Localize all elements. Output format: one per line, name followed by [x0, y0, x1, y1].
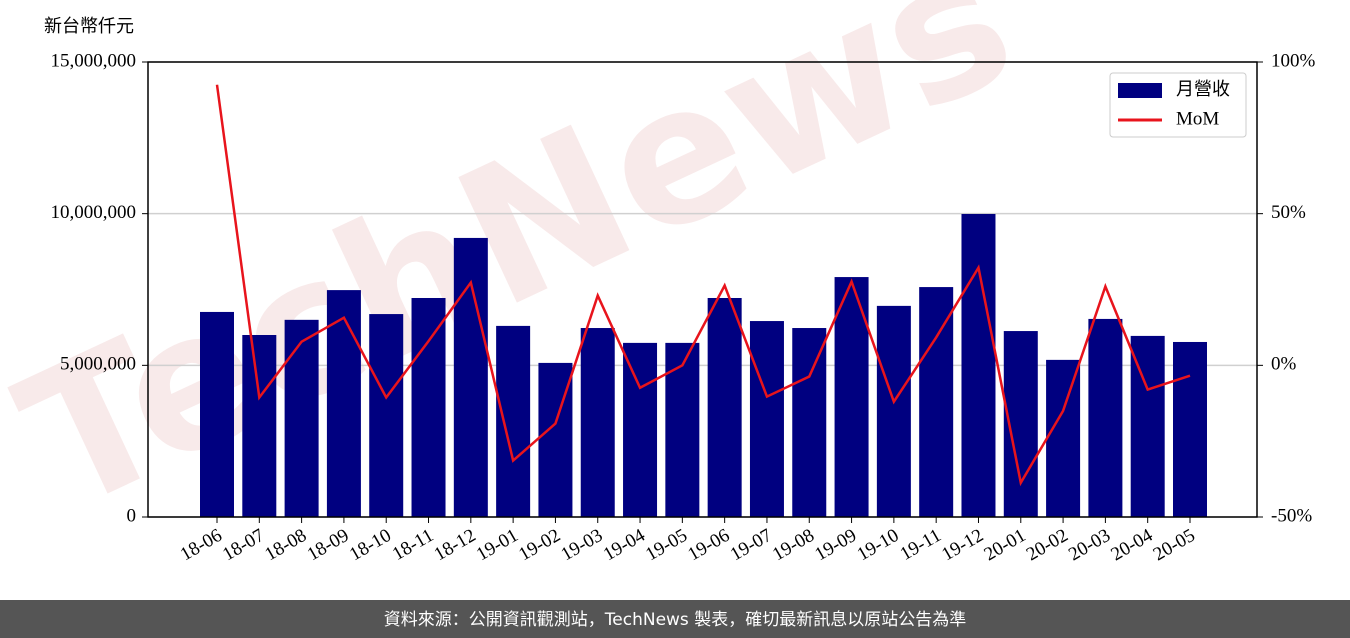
x-tick-label: 19-05	[642, 525, 691, 565]
bar	[961, 213, 996, 517]
footer: 資料來源：公開資訊觀測站，TechNews 製表，確切最新訊息以原站公告為準	[384, 610, 966, 630]
bar	[1130, 335, 1165, 517]
footer-bar	[0, 600, 1350, 638]
bar	[665, 342, 700, 517]
legend-label: MoM	[1176, 108, 1219, 129]
x-tick-label: 18-10	[346, 525, 395, 565]
x-tick-label: 18-07	[219, 525, 268, 565]
x-tick-label: 19-04	[600, 525, 649, 566]
plot-frame	[147, 61, 1258, 518]
x-tick-label: 18-09	[304, 525, 353, 565]
bar	[496, 325, 531, 517]
x-tick-label: 18-12	[431, 525, 480, 565]
x-tick-label: 19-06	[684, 525, 733, 565]
bar	[792, 328, 827, 517]
legend-label: 月營收	[1176, 79, 1230, 100]
bar	[580, 328, 615, 517]
bar	[1173, 341, 1207, 517]
x-tick-label: 20-05	[1150, 525, 1199, 565]
bar	[919, 287, 954, 517]
x-tick-label: 20-02	[1023, 525, 1072, 565]
y2-tick-label: 100%	[1271, 50, 1316, 71]
x-tick-label: 18-11	[389, 525, 437, 565]
bar	[453, 237, 488, 517]
x-tick-label: 18-06	[177, 525, 226, 565]
y2-tick-label: 50%	[1271, 202, 1306, 223]
y2-tick-label: 0%	[1271, 354, 1297, 375]
bar	[369, 314, 404, 517]
x-tick-label: 20-01	[981, 525, 1030, 565]
bar	[200, 311, 234, 517]
bar	[1088, 318, 1123, 517]
bar	[411, 297, 446, 517]
legend-swatch	[1118, 83, 1162, 98]
x-tick-label: 19-09	[811, 525, 860, 565]
x-tick-label: 19-02	[515, 525, 564, 565]
x-tick-label: 19-10	[854, 525, 903, 565]
bar	[623, 342, 658, 517]
x-tick-label: 18-08	[261, 525, 310, 565]
x-tick-label: 19-01	[473, 525, 522, 565]
x-tick-label: 19-11	[897, 525, 945, 565]
x-tick-label: 19-12	[938, 525, 987, 565]
line	[215, 84, 1191, 487]
bar	[749, 321, 784, 517]
y-tick-label: 5,000,000	[60, 354, 136, 375]
x-tick-label: 20-04	[1107, 525, 1156, 566]
y-tick-label: 15,000,000	[51, 50, 137, 71]
x-tick-label: 19-08	[769, 525, 818, 565]
y-tick-label: 10,000,000	[51, 202, 137, 223]
y2-tick-label: -50%	[1271, 505, 1312, 526]
x-tick-label: 19-07	[727, 525, 776, 565]
bar	[326, 290, 361, 517]
y-axis-label: 新台幣仟元	[44, 16, 134, 37]
bar	[707, 297, 742, 517]
x-tick-label: 19-03	[558, 525, 607, 565]
x-tick-label: 20-03	[1065, 525, 1114, 565]
y-tick-label: 0	[127, 505, 137, 526]
bar	[284, 319, 319, 517]
bar	[242, 335, 277, 517]
bar	[1046, 359, 1081, 517]
bar	[876, 305, 911, 517]
